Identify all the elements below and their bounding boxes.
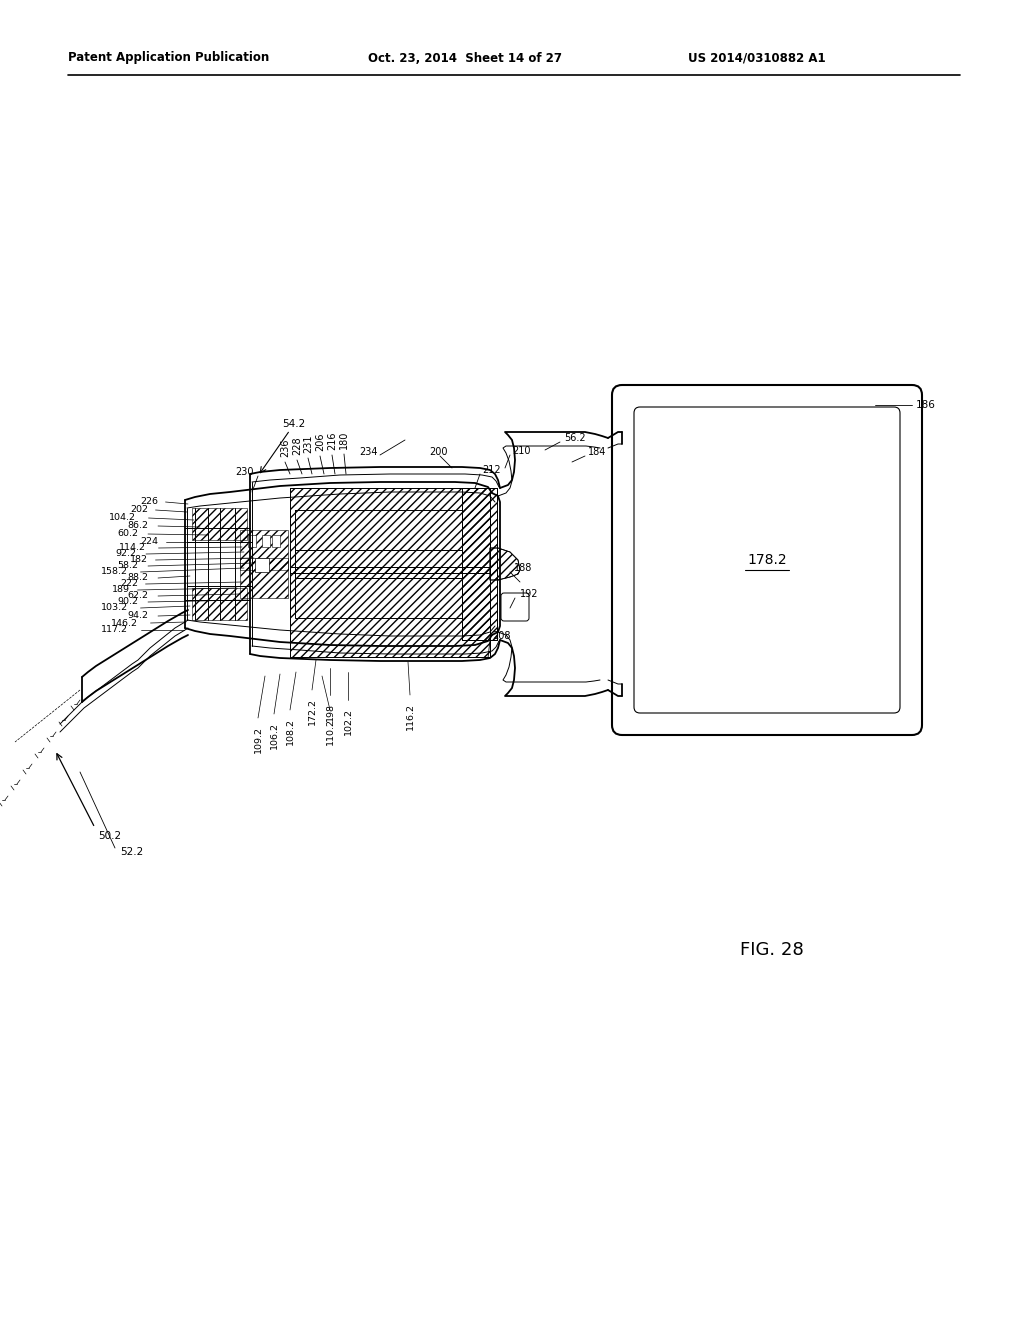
Text: 146.2: 146.2 (111, 619, 138, 627)
Text: 192: 192 (520, 589, 539, 599)
Text: 222: 222 (120, 579, 138, 589)
Bar (290, 568, 490, 657)
Text: 88.2: 88.2 (127, 573, 148, 582)
FancyBboxPatch shape (634, 407, 900, 713)
Text: 180: 180 (339, 430, 349, 449)
Text: 158.2: 158.2 (101, 568, 128, 577)
Bar (193, 508, 247, 540)
Text: 56.2: 56.2 (564, 433, 586, 444)
Text: Oct. 23, 2014  Sheet 14 of 27: Oct. 23, 2014 Sheet 14 of 27 (368, 51, 562, 65)
Text: 202: 202 (130, 506, 148, 515)
Text: 228: 228 (292, 437, 302, 455)
Bar (248, 535, 256, 546)
Text: US 2014/0310882 A1: US 2014/0310882 A1 (688, 51, 825, 65)
Text: 182: 182 (130, 556, 148, 565)
Text: 103.2: 103.2 (101, 603, 128, 612)
Text: Patent Application Publication: Patent Application Publication (68, 51, 269, 65)
Text: 102.2: 102.2 (343, 708, 352, 735)
Text: 54.2: 54.2 (283, 418, 305, 429)
Text: 210: 210 (512, 446, 530, 455)
Text: 58.2: 58.2 (117, 561, 138, 570)
Bar (240, 558, 288, 598)
Text: 178.2: 178.2 (748, 553, 786, 568)
FancyBboxPatch shape (612, 385, 922, 735)
Text: 189: 189 (112, 586, 130, 594)
Text: 110.2: 110.2 (326, 718, 335, 744)
Text: 186: 186 (916, 400, 936, 411)
Text: 106.2: 106.2 (269, 722, 279, 748)
Text: 172.2: 172.2 (307, 698, 316, 725)
Bar (290, 488, 490, 573)
Bar (240, 531, 288, 570)
Bar (272, 535, 280, 546)
Text: 184: 184 (588, 447, 606, 457)
Text: 206: 206 (315, 433, 325, 451)
Bar (262, 535, 270, 546)
Text: 208: 208 (492, 631, 511, 642)
Text: 104.2: 104.2 (109, 513, 136, 523)
Text: 92.2: 92.2 (115, 549, 136, 558)
Text: 109.2: 109.2 (254, 726, 262, 752)
Text: 230: 230 (236, 467, 254, 477)
Text: 200: 200 (429, 447, 447, 457)
Text: 114.2: 114.2 (119, 544, 146, 553)
Text: FIG. 28: FIG. 28 (740, 941, 804, 960)
Text: 224: 224 (140, 537, 158, 546)
Text: 236: 236 (280, 438, 290, 457)
Text: 116.2: 116.2 (406, 704, 415, 730)
Text: 50.2: 50.2 (98, 832, 121, 841)
Text: 62.2: 62.2 (127, 591, 148, 601)
Text: 52.2: 52.2 (120, 847, 143, 857)
Text: 234: 234 (359, 447, 378, 457)
Text: 188: 188 (514, 564, 532, 573)
Bar (255, 558, 269, 572)
Text: 226: 226 (140, 498, 158, 507)
Text: 108.2: 108.2 (286, 718, 295, 744)
Text: 90.2: 90.2 (117, 598, 138, 606)
Text: 231: 231 (303, 434, 313, 453)
Text: 198: 198 (326, 704, 335, 721)
FancyBboxPatch shape (501, 593, 529, 620)
Text: 212: 212 (482, 465, 501, 475)
Text: 216: 216 (327, 432, 337, 450)
Text: 60.2: 60.2 (117, 529, 138, 539)
Bar (193, 587, 247, 620)
Text: 86.2: 86.2 (127, 521, 148, 531)
Text: 94.2: 94.2 (127, 611, 148, 620)
Bar (462, 488, 497, 640)
Text: 117.2: 117.2 (101, 626, 128, 635)
